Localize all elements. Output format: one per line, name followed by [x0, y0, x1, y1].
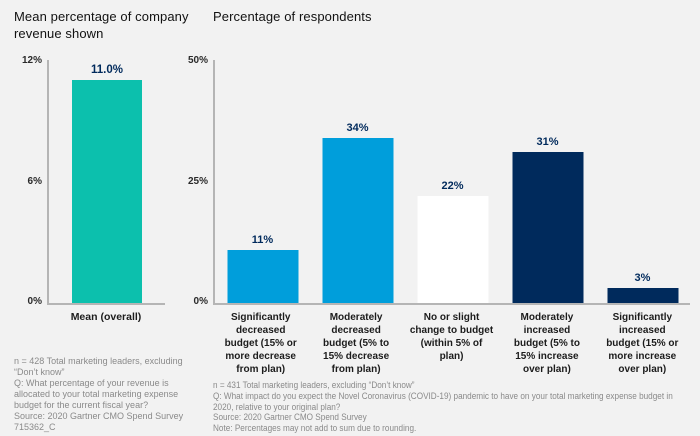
bar [322, 137, 393, 303]
bar-slot: 22% [405, 60, 500, 303]
left-chart-title: Mean percentage of company revenue shown [14, 9, 189, 41]
category-label: Significantly increased budget (15% or m… [606, 312, 679, 375]
x-axis-label: Mean (overall) [70, 311, 142, 323]
value-label: 3% [634, 272, 651, 285]
y-tick: 25% [187, 175, 208, 187]
x-axis-category-row: Significantly decreased budget (15% or m… [213, 311, 690, 376]
bar [512, 152, 583, 303]
y-tick: 0% [27, 296, 42, 307]
bar [607, 288, 678, 303]
y-tick: 12% [21, 55, 42, 66]
y-tick: 6% [27, 175, 42, 187]
bar-slot: 34% [310, 60, 405, 303]
y-tick: 50% [187, 55, 208, 66]
value-label: 22% [441, 180, 464, 193]
bar-slot: 31% [500, 60, 595, 303]
right-chart-plot: 50% 25% 0% 11% 34% 22% 31% 3% [188, 55, 690, 307]
bar [227, 249, 298, 303]
value-label: 34% [346, 121, 369, 134]
bar [417, 196, 488, 303]
value-label: 31% [536, 136, 559, 149]
bar-slot: 11% [215, 60, 310, 303]
left-chart-plot: 12% 6% 0% 11.0% [22, 55, 165, 307]
right-chart-footnote: n = 431 Total marketing leaders, excludi… [213, 380, 673, 434]
left-chart-footnote: n = 428 Total marketing leaders, excludi… [14, 356, 184, 432]
bar [72, 80, 142, 303]
value-label: 11% [251, 233, 274, 246]
bar-slot: 11.0% [49, 60, 165, 303]
category-label: Moderately increased budget (5% to 15% i… [513, 312, 580, 375]
value-label: 11.0% [91, 64, 123, 77]
right-chart-title: Percentage of respondents [213, 9, 372, 24]
category-label: No or slight change to budget (within 5%… [409, 312, 494, 362]
bar-slot: 3% [595, 60, 690, 303]
category-label: Moderately decreased budget (5% to 15% d… [323, 312, 390, 375]
y-tick: 0% [193, 296, 208, 307]
category-label: Significantly decreased budget (15% or m… [224, 312, 297, 375]
